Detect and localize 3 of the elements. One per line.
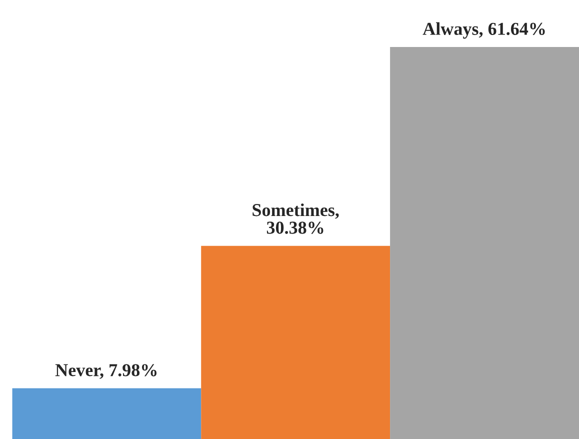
data-label: Always, 61.64% — [422, 22, 545, 39]
data-label: Sometimes, 30.38% — [252, 203, 339, 234]
data-label: Never, 7.98% — [55, 364, 157, 379]
